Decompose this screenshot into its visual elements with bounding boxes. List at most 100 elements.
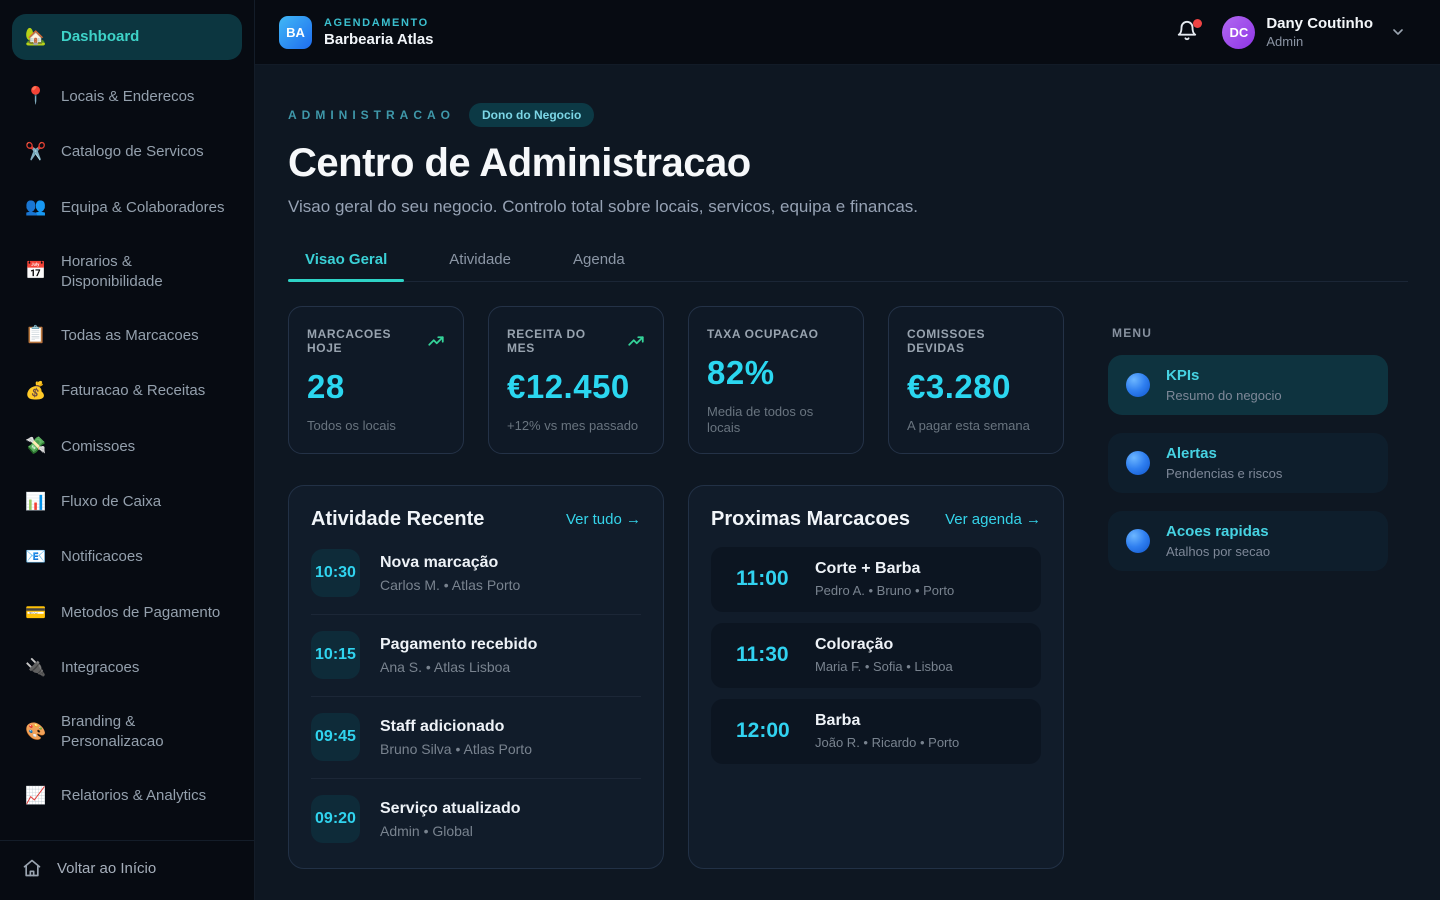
sidebar-item-notificacoes[interactable]: 📧 Notificacoes — [12, 538, 242, 576]
upcoming-appointments-panel: Proximas Marcacoes Ver agenda → 11:00 Co… — [688, 485, 1064, 869]
appointment-subtitle: João R. • Ricardo • Porto — [815, 735, 960, 750]
notifications-button[interactable] — [1176, 19, 1203, 44]
activity-item[interactable]: 10:30 Nova marcação Carlos M. • Atlas Po… — [311, 535, 641, 614]
kpi-row: MARCACOES HOJE 28 Todos os locais RECEIT… — [288, 306, 1064, 454]
menu-item-kpis[interactable]: KPIs Resumo do negocio — [1108, 355, 1388, 415]
sidebar-item-label: Fluxo de Caixa — [61, 492, 162, 510]
time-chip: 09:20 — [311, 795, 360, 843]
appointment-row[interactable]: 11:00 Corte + Barba Pedro A. • Bruno • P… — [711, 547, 1041, 612]
kpi-card-marcacoes-hoje: MARCACOES HOJE 28 Todos os locais — [288, 306, 464, 454]
activity-title: Serviço atualizado — [380, 799, 521, 817]
chart-up-icon: 📈 — [25, 786, 47, 806]
menu-item-title: Alertas — [1166, 445, 1217, 462]
sidebar-item-faturacao[interactable]: 💰 Faturacao & Receitas — [12, 372, 242, 410]
appointment-row[interactable]: 12:00 Barba João R. • Ricardo • Porto — [711, 699, 1041, 764]
sidebar-item-comissoes[interactable]: 💸 Comissoes — [12, 427, 242, 465]
appointments-list: 11:00 Corte + Barba Pedro A. • Bruno • P… — [711, 547, 1041, 764]
appointment-title: Corte + Barba — [815, 560, 921, 577]
palette-icon: 🎨 — [25, 721, 47, 742]
activity-subtitle: Carlos M. • Atlas Porto — [380, 576, 521, 593]
appointment-subtitle: Pedro A. • Bruno • Porto — [815, 583, 955, 598]
sidebar-item-catalogo[interactable]: ✂️ Catalogo de Servicos — [12, 133, 242, 171]
house-icon: 🏡 — [25, 27, 47, 47]
blue-circle-icon — [1126, 373, 1150, 397]
tab-bar: Visao Geral Atividade Agenda — [288, 241, 1408, 282]
appointment-time: 12:00 — [736, 719, 790, 742]
sidebar-item-dashboard[interactable]: 🏡 Dashboard — [12, 14, 242, 61]
activity-title: Staff adicionado — [380, 717, 505, 735]
trending-up-icon — [427, 332, 445, 350]
sidebar-item-label: Locais & Enderecos — [61, 87, 195, 105]
sidebar-item-label: Horarios & Disponibilidade — [61, 252, 163, 290]
appointment-subtitle: Maria F. • Sofia • Lisboa — [815, 659, 953, 674]
tab-visao-geral[interactable]: Visao Geral — [288, 241, 405, 282]
sidebar-item-relatorios[interactable]: 📈 Relatorios & Analytics — [12, 777, 242, 815]
sidebar-item-equipa[interactable]: 👥 Equipa & Colaboradores — [12, 188, 242, 226]
app-name: Barbearia Atlas — [324, 30, 434, 48]
sidebar-item-label: Notificacoes — [61, 548, 143, 566]
activity-subtitle: Ana S. • Atlas Lisboa — [380, 658, 511, 675]
sidebar-item-horarios[interactable]: 📅 Horarios & Disponibilidade — [12, 244, 242, 300]
bar-chart-icon: 📊 — [25, 491, 47, 512]
panel-title: Proximas Marcacoes — [711, 508, 911, 530]
activity-title: Pagamento recebido — [380, 635, 538, 653]
sidebar-item-fluxo[interactable]: 📊 Fluxo de Caixa — [12, 483, 242, 521]
pin-icon: 📍 — [25, 86, 47, 107]
sidebar-footer-back-home[interactable]: Voltar ao Início — [0, 840, 254, 900]
blue-circle-icon — [1126, 451, 1150, 475]
credit-card-icon: 💳 — [25, 602, 47, 623]
sidebar-item-integracoes[interactable]: 🔌 Integracoes — [12, 649, 242, 687]
tab-agenda[interactable]: Agenda — [573, 251, 625, 268]
kpi-label: MARCACOES HOJE — [307, 327, 392, 355]
main-area: BA AGENDAMENTO Barbearia Atlas DC — [255, 0, 1440, 900]
sidebar-item-pagamento[interactable]: 💳 Metodos de Pagamento — [12, 594, 242, 632]
menu-item-subtitle: Atalhos por secao — [1166, 544, 1271, 559]
kpi-value: 82% — [707, 354, 775, 391]
activity-subtitle: Admin • Global — [380, 822, 473, 839]
app-label: AGENDAMENTO — [324, 16, 429, 29]
sidebar-item-label: Integracoes — [61, 659, 140, 677]
back-home-label: Voltar ao Início — [57, 859, 157, 877]
sidebar-item-branding[interactable]: 🎨 Branding & Personalizacao — [12, 704, 242, 760]
kpi-card-taxa-ocupacao: TAXA OCUPACAO 82% Media de todos os loca… — [688, 306, 864, 454]
menu-item-subtitle: Pendencias e riscos — [1166, 466, 1283, 481]
sidebar-item-label: Todas as Marcacoes — [61, 326, 199, 344]
menu-item-title: KPIs — [1166, 367, 1200, 384]
see-agenda-link[interactable]: Ver agenda → — [945, 511, 1041, 528]
app-logo: BA — [279, 15, 312, 49]
menu-item-acoes-rapidas[interactable]: Acoes rapidas Atalhos por secao — [1108, 511, 1388, 571]
sidebar-item-label: Dashboard — [61, 28, 140, 46]
sidebar-nav: 🏡 Dashboard 📍 Locais & Enderecos ✂️ Cata… — [0, 0, 254, 840]
appointment-row[interactable]: 11:30 Coloração Maria F. • Sofia • Lisbo… — [711, 623, 1041, 688]
activity-item[interactable]: 09:20 Serviço atualizado Admin • Global — [311, 778, 641, 860]
moneybag-icon: 💰 — [25, 380, 47, 401]
tab-atividade[interactable]: Atividade — [449, 251, 511, 268]
trending-up-icon — [627, 332, 645, 350]
activity-item[interactable]: 09:45 Staff adicionado Bruno Silva • Atl… — [311, 696, 641, 778]
sidebar-item-label: Branding & Personalizacao — [61, 713, 164, 751]
time-chip: 10:30 — [311, 549, 360, 597]
sidebar-item-auditoria[interactable]: 🔍 Auditoria & Logs — [12, 832, 242, 840]
menu-item-subtitle: Resumo do negocio — [1166, 388, 1282, 403]
quick-menu-panel: MENU KPIs Resumo do negocio — [1108, 306, 1388, 571]
activity-item[interactable]: 10:15 Pagamento recebido Ana S. • Atlas … — [311, 614, 641, 696]
appointment-title: Coloração — [815, 636, 894, 653]
sidebar-item-label: Equipa & Colaboradores — [61, 198, 225, 216]
activity-title: Nova marcação — [380, 553, 499, 571]
kpi-note: +12% vs mes passado — [507, 418, 639, 433]
sidebar-item-locais[interactable]: 📍 Locais & Enderecos — [12, 77, 242, 115]
kpi-label: TAXA OCUPACAO — [707, 327, 819, 341]
sidebar: 🏡 Dashboard 📍 Locais & Enderecos ✂️ Cata… — [0, 0, 255, 900]
see-all-link[interactable]: Ver tudo → — [565, 511, 641, 528]
sidebar-item-label: Comissoes — [61, 437, 136, 455]
topbar: BA AGENDAMENTO Barbearia Atlas DC — [255, 0, 1440, 65]
user-role: Admin — [1266, 34, 1304, 49]
appointment-time: 11:30 — [736, 643, 789, 666]
user-menu[interactable]: DC Dany Coutinho Admin — [1222, 15, 1406, 49]
sidebar-item-marcacoes[interactable]: 📋 Todas as Marcacoes — [12, 316, 242, 354]
scissors-icon: ✂️ — [25, 141, 47, 162]
kpi-note: Media de todos os locais — [707, 404, 814, 436]
menu-item-alertas[interactable]: Alertas Pendencias e riscos — [1108, 433, 1388, 493]
avatar: DC — [1222, 15, 1256, 49]
